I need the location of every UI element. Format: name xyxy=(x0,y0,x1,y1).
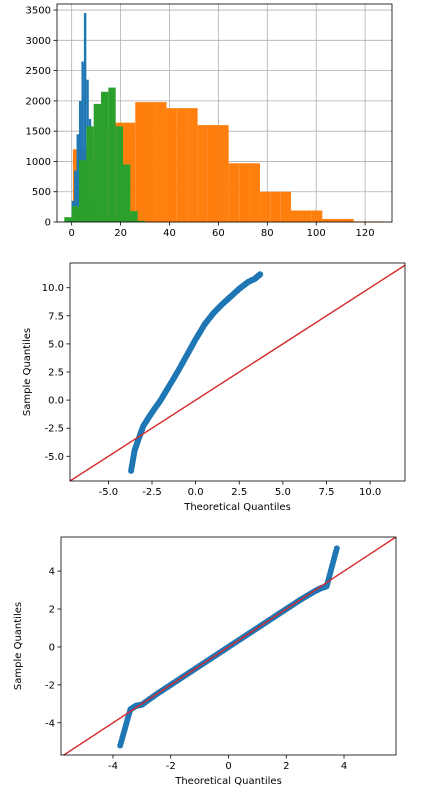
y-tick-label: 2500 xyxy=(26,66,51,77)
x-tick-label: -5.0 xyxy=(99,487,119,498)
histogram-bar xyxy=(207,125,219,222)
histogram-panel xyxy=(57,4,392,223)
histogram-bar xyxy=(218,125,229,222)
histogram-series-3 xyxy=(64,87,146,222)
histogram-bar xyxy=(187,108,198,222)
histogram-bar xyxy=(108,87,116,222)
x-tick-label: -2 xyxy=(166,761,176,772)
x-axis-label: Theoretical Quantiles xyxy=(183,502,291,513)
y-tick-label: 3000 xyxy=(26,36,51,47)
y-tick-label: 2.5 xyxy=(48,368,64,379)
histogram-bar xyxy=(64,217,72,222)
y-tick-label: 2 xyxy=(49,605,55,616)
x-tick-label: 7.5 xyxy=(319,487,335,498)
qq-panel-3: Theoretical Quantiles Sample Quantiles xyxy=(13,537,396,787)
histogram-bar xyxy=(291,210,302,222)
x-tick-label: 4 xyxy=(341,761,347,772)
histogram-bar xyxy=(123,164,131,222)
x-tick-label: 80 xyxy=(261,228,274,239)
histogram-bar xyxy=(197,125,208,222)
qq-point xyxy=(333,545,340,552)
histogram-bar xyxy=(137,220,146,222)
y-tick-label: -2.5 xyxy=(44,424,64,435)
histogram-bar xyxy=(74,170,77,222)
x-tick-label: 0.0 xyxy=(188,487,204,498)
histogram-bar xyxy=(115,126,124,222)
histogram-bar xyxy=(145,102,157,222)
x-tick-label: 60 xyxy=(212,228,225,239)
histogram-bar xyxy=(239,163,250,222)
reference-line xyxy=(70,264,405,481)
histogram-bar xyxy=(228,163,240,222)
y-tick-label: 1500 xyxy=(26,127,51,138)
histogram-bar xyxy=(130,211,138,222)
histogram-bar xyxy=(332,218,344,222)
histogram-bar xyxy=(301,210,312,222)
y-tick-label: 1000 xyxy=(26,157,51,168)
y-tick-label: 5.0 xyxy=(48,339,64,350)
histogram-bar xyxy=(259,191,271,222)
y-axis-label: Sample Quantiles xyxy=(22,328,33,416)
x-tick-label: -4 xyxy=(108,761,118,772)
y-tick-label: 10.0 xyxy=(42,283,64,294)
x-tick-label: 20 xyxy=(114,228,127,239)
histogram-bar xyxy=(311,210,323,222)
y-axis-label: Sample Quantiles xyxy=(13,602,24,690)
x-tick-label: 100 xyxy=(307,228,326,239)
histogram-bar xyxy=(156,102,167,222)
histogram-bar xyxy=(93,103,102,222)
histogram-bar xyxy=(86,126,94,222)
histogram-bar xyxy=(83,13,87,223)
y-tick-label: -5.0 xyxy=(44,452,64,463)
histogram-bar xyxy=(176,108,188,222)
histogram-bar xyxy=(135,102,146,222)
y-tick-label: 0 xyxy=(45,218,51,229)
y-tick-label: 2000 xyxy=(26,96,51,107)
histogram-bar xyxy=(71,206,80,222)
qq-panel-2: Theoretical Quantiles Sample Quantiles xyxy=(22,264,405,513)
histogram-bar xyxy=(76,134,80,222)
x-tick-label: 120 xyxy=(356,228,375,239)
histogram-bar xyxy=(270,191,281,222)
y-tick-label: -4 xyxy=(45,718,55,729)
x-tick-label: 0 xyxy=(68,228,74,239)
x-tick-label: 0 xyxy=(225,761,231,772)
qq-points xyxy=(128,271,264,474)
histogram-bar xyxy=(249,163,260,222)
histogram-bar xyxy=(79,160,87,222)
histogram-bar xyxy=(81,61,84,223)
x-tick-label: 10.0 xyxy=(359,487,381,498)
x-tick-label: 2 xyxy=(283,761,289,772)
x-tick-label: -2.5 xyxy=(142,487,162,498)
y-tick-label: 0 xyxy=(49,642,55,653)
y-tick-label: 500 xyxy=(32,187,51,198)
y-tick-label: 7.5 xyxy=(48,311,64,322)
reference-line xyxy=(62,537,396,755)
qq-point xyxy=(257,271,264,278)
x-axis-label: Theoretical Quantiles xyxy=(174,776,282,787)
histogram-bar xyxy=(322,218,333,222)
x-tick-label: 2.5 xyxy=(231,487,247,498)
y-tick-label: -2 xyxy=(45,680,55,691)
x-tick-label: 5.0 xyxy=(275,487,291,498)
histogram-bar xyxy=(101,91,109,222)
histogram-bar xyxy=(343,218,354,222)
histogram-bar xyxy=(280,191,292,222)
histogram-bar xyxy=(166,108,177,222)
y-tick-label: 0.0 xyxy=(48,396,64,407)
y-tick-label: 3500 xyxy=(26,6,51,17)
histogram-frame xyxy=(56,3,393,223)
y-tick-label: 4 xyxy=(49,567,55,578)
x-tick-label: 40 xyxy=(163,228,176,239)
